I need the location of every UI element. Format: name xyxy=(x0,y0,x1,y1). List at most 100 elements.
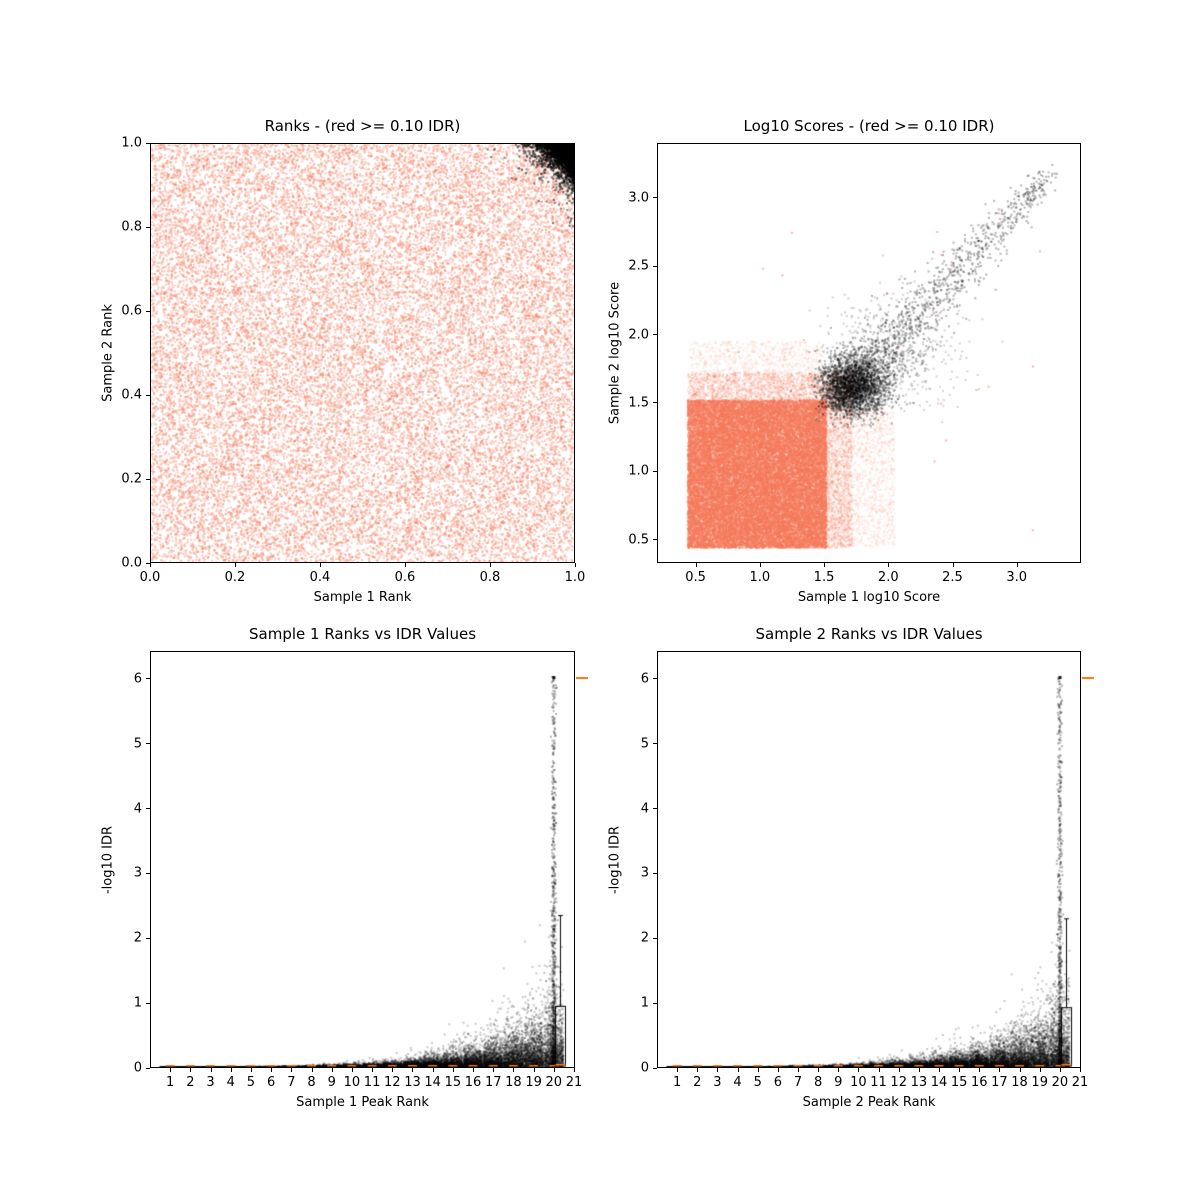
x-tick-label: 14 xyxy=(930,1075,948,1090)
x-tick-mark xyxy=(372,1068,374,1072)
y-tick-mark xyxy=(146,808,150,810)
y-tick-label: 0.6 xyxy=(121,303,142,319)
x-tick-mark xyxy=(250,1068,252,1072)
y-tick-mark xyxy=(653,470,657,472)
y-tick-label: 6 xyxy=(133,671,142,687)
y-tick-label: 2.5 xyxy=(628,258,649,274)
x-tick-label: 10 xyxy=(343,1075,361,1090)
y-tick-mark xyxy=(146,678,150,680)
y-tick-mark xyxy=(653,743,657,745)
x-tick-mark xyxy=(412,1068,414,1072)
x-tick-label: 18 xyxy=(1011,1075,1028,1090)
y-tick-mark xyxy=(653,808,657,810)
x-tick-label: 15 xyxy=(444,1075,462,1090)
chart-title: Sample 2 Ranks vs IDR Values xyxy=(755,625,983,643)
x-tick-label: 21 xyxy=(565,1075,583,1090)
x-tick-mark xyxy=(490,563,491,567)
x-tick-mark xyxy=(898,1068,900,1072)
y-tick-mark xyxy=(653,402,657,404)
y-tick-label: 1.0 xyxy=(121,135,142,151)
x-tick-mark xyxy=(777,1068,779,1072)
x-tick-mark xyxy=(888,563,890,567)
x-tick-label: 17 xyxy=(484,1075,502,1090)
y-axis-label: Sample 2 log10 Score xyxy=(607,281,623,425)
x-tick-label: 14 xyxy=(424,1075,441,1090)
x-tick-label: 0.4 xyxy=(309,570,331,585)
y-tick-label: 5 xyxy=(133,736,142,752)
x-tick-label: 3.0 xyxy=(1006,570,1028,585)
y-axis-label: -log10 IDR xyxy=(607,825,623,894)
y-tick-mark xyxy=(146,310,150,312)
y-tick-label: 2 xyxy=(640,930,649,946)
x-tick-label: 20 xyxy=(1051,1075,1069,1090)
x-tick-label: 2.0 xyxy=(877,570,899,585)
x-tick-label: 0.2 xyxy=(224,570,246,585)
y-tick-mark xyxy=(146,226,150,228)
edge-median-dash xyxy=(1082,676,1095,679)
x-tick-label: 15 xyxy=(950,1075,968,1090)
x-tick-label: 16 xyxy=(464,1075,482,1090)
y-tick-mark xyxy=(146,872,150,874)
y-axis-label: -log10 IDR xyxy=(100,825,116,894)
x-tick-mark xyxy=(938,1068,940,1072)
x-tick-mark xyxy=(824,563,826,567)
y-tick-label: 1.0 xyxy=(628,463,649,479)
y-tick-label: 3 xyxy=(640,865,649,881)
x-tick-label: 3 xyxy=(713,1075,722,1090)
y-tick-mark xyxy=(653,1067,657,1069)
x-tick-mark xyxy=(320,563,321,567)
log10-scores-scatter-canvas xyxy=(657,143,1081,563)
x-tick-mark xyxy=(573,1068,575,1072)
x-tick-mark xyxy=(1016,563,1018,567)
x-tick-mark xyxy=(473,1068,475,1072)
x-tick-label: 5 xyxy=(246,1075,256,1090)
x-tick-label: 9 xyxy=(834,1075,843,1090)
x-tick-mark xyxy=(291,1068,293,1072)
x-tick-label: 2 xyxy=(186,1075,195,1090)
x-tick-mark xyxy=(759,563,761,567)
x-tick-mark xyxy=(190,1068,192,1072)
y-tick-mark xyxy=(653,678,657,680)
x-tick-mark xyxy=(533,1068,535,1072)
y-tick-label: 0.4 xyxy=(121,387,142,403)
x-tick-label: 6 xyxy=(266,1075,276,1090)
y-tick-mark xyxy=(653,539,657,541)
edge-median-dash xyxy=(576,676,589,679)
x-tick-mark xyxy=(351,1068,353,1072)
y-tick-mark xyxy=(146,478,150,480)
y-tick-label: 4 xyxy=(640,801,649,817)
x-tick-label: 19 xyxy=(525,1075,542,1090)
y-tick-mark xyxy=(653,872,657,874)
x-tick-mark xyxy=(271,1068,273,1072)
x-tick-mark xyxy=(331,1068,333,1072)
y-tick-label: 2 xyxy=(133,930,142,946)
x-tick-mark xyxy=(999,1068,1001,1072)
sample1-idr-canvas xyxy=(150,651,575,1068)
x-tick-mark xyxy=(1019,1068,1021,1072)
x-tick-label: 1.0 xyxy=(749,570,771,585)
x-tick-label: 1 xyxy=(673,1075,682,1090)
x-tick-label: 2 xyxy=(693,1075,702,1090)
x-tick-mark xyxy=(697,1068,699,1072)
x-tick-mark xyxy=(170,1068,172,1072)
x-tick-label: 3 xyxy=(206,1075,215,1090)
x-tick-mark xyxy=(1079,1068,1081,1072)
x-tick-mark xyxy=(979,1068,981,1072)
subplot-sample1-rank-vs-idr: Sample 1 Ranks vs IDR Values Sample 1 Pe… xyxy=(101,625,589,1110)
x-tick-mark xyxy=(818,1068,820,1072)
y-tick-mark xyxy=(653,197,657,199)
x-tick-mark xyxy=(737,1068,739,1072)
x-tick-label: 12 xyxy=(890,1075,907,1090)
chart-title: Ranks - (red >= 0.10 IDR) xyxy=(264,117,461,135)
y-tick-label: 2.0 xyxy=(628,327,649,343)
y-tick-mark xyxy=(146,937,150,939)
x-tick-mark xyxy=(1059,1068,1061,1072)
x-tick-mark xyxy=(1039,1068,1041,1072)
x-tick-mark xyxy=(311,1068,313,1072)
x-tick-mark xyxy=(757,1068,759,1072)
x-tick-mark xyxy=(513,1068,515,1072)
x-axis-label: Sample 1 Peak Rank xyxy=(296,1095,429,1110)
y-tick-label: 0.5 xyxy=(628,532,649,548)
x-tick-mark xyxy=(432,1068,434,1072)
